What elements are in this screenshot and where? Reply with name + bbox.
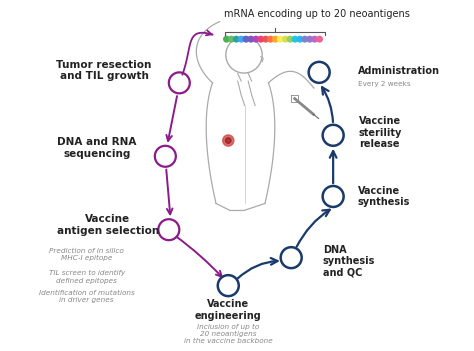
Circle shape — [278, 37, 283, 42]
Text: Vaccine
synthesis: Vaccine synthesis — [357, 186, 410, 207]
Text: Every 2 weeks: Every 2 weeks — [357, 81, 410, 87]
Text: DNA
synthesis
and QC: DNA synthesis and QC — [323, 245, 375, 278]
Text: TIL screen to identify
defined epitopes: TIL screen to identify defined epitopes — [48, 270, 125, 284]
Circle shape — [273, 37, 278, 42]
Text: Identification of mutations
in driver genes: Identification of mutations in driver ge… — [39, 290, 135, 303]
Circle shape — [292, 37, 298, 42]
Circle shape — [307, 37, 312, 42]
Circle shape — [263, 37, 268, 42]
Circle shape — [243, 37, 249, 42]
Circle shape — [223, 135, 234, 146]
Text: mRNA encoding up to 20 neoantigens: mRNA encoding up to 20 neoantigens — [225, 9, 410, 19]
Circle shape — [234, 37, 239, 42]
Circle shape — [224, 37, 229, 42]
Circle shape — [253, 37, 259, 42]
Circle shape — [226, 138, 231, 143]
Circle shape — [258, 37, 264, 42]
Text: Administration: Administration — [357, 66, 439, 75]
Text: DNA and RNA
sequencing: DNA and RNA sequencing — [57, 138, 137, 159]
Circle shape — [312, 37, 318, 42]
Circle shape — [283, 37, 288, 42]
Circle shape — [268, 37, 273, 42]
Circle shape — [302, 37, 308, 42]
Circle shape — [287, 37, 293, 42]
Text: Vaccine
antigen selection: Vaccine antigen selection — [56, 214, 159, 236]
Text: Inclusion of up to
20 neoantigens
in the vaccine backbone: Inclusion of up to 20 neoantigens in the… — [184, 323, 273, 344]
Circle shape — [248, 37, 254, 42]
Text: Vaccine
sterility
release: Vaccine sterility release — [359, 116, 402, 150]
Text: Tumor resection
and TIL growth: Tumor resection and TIL growth — [56, 60, 152, 81]
Circle shape — [238, 37, 244, 42]
Circle shape — [317, 37, 322, 42]
Circle shape — [297, 37, 303, 42]
Circle shape — [228, 37, 234, 42]
Text: Prediction of in silico
MHC-I epitope: Prediction of in silico MHC-I epitope — [49, 247, 124, 261]
Text: Vaccine
engineering: Vaccine engineering — [195, 299, 262, 321]
